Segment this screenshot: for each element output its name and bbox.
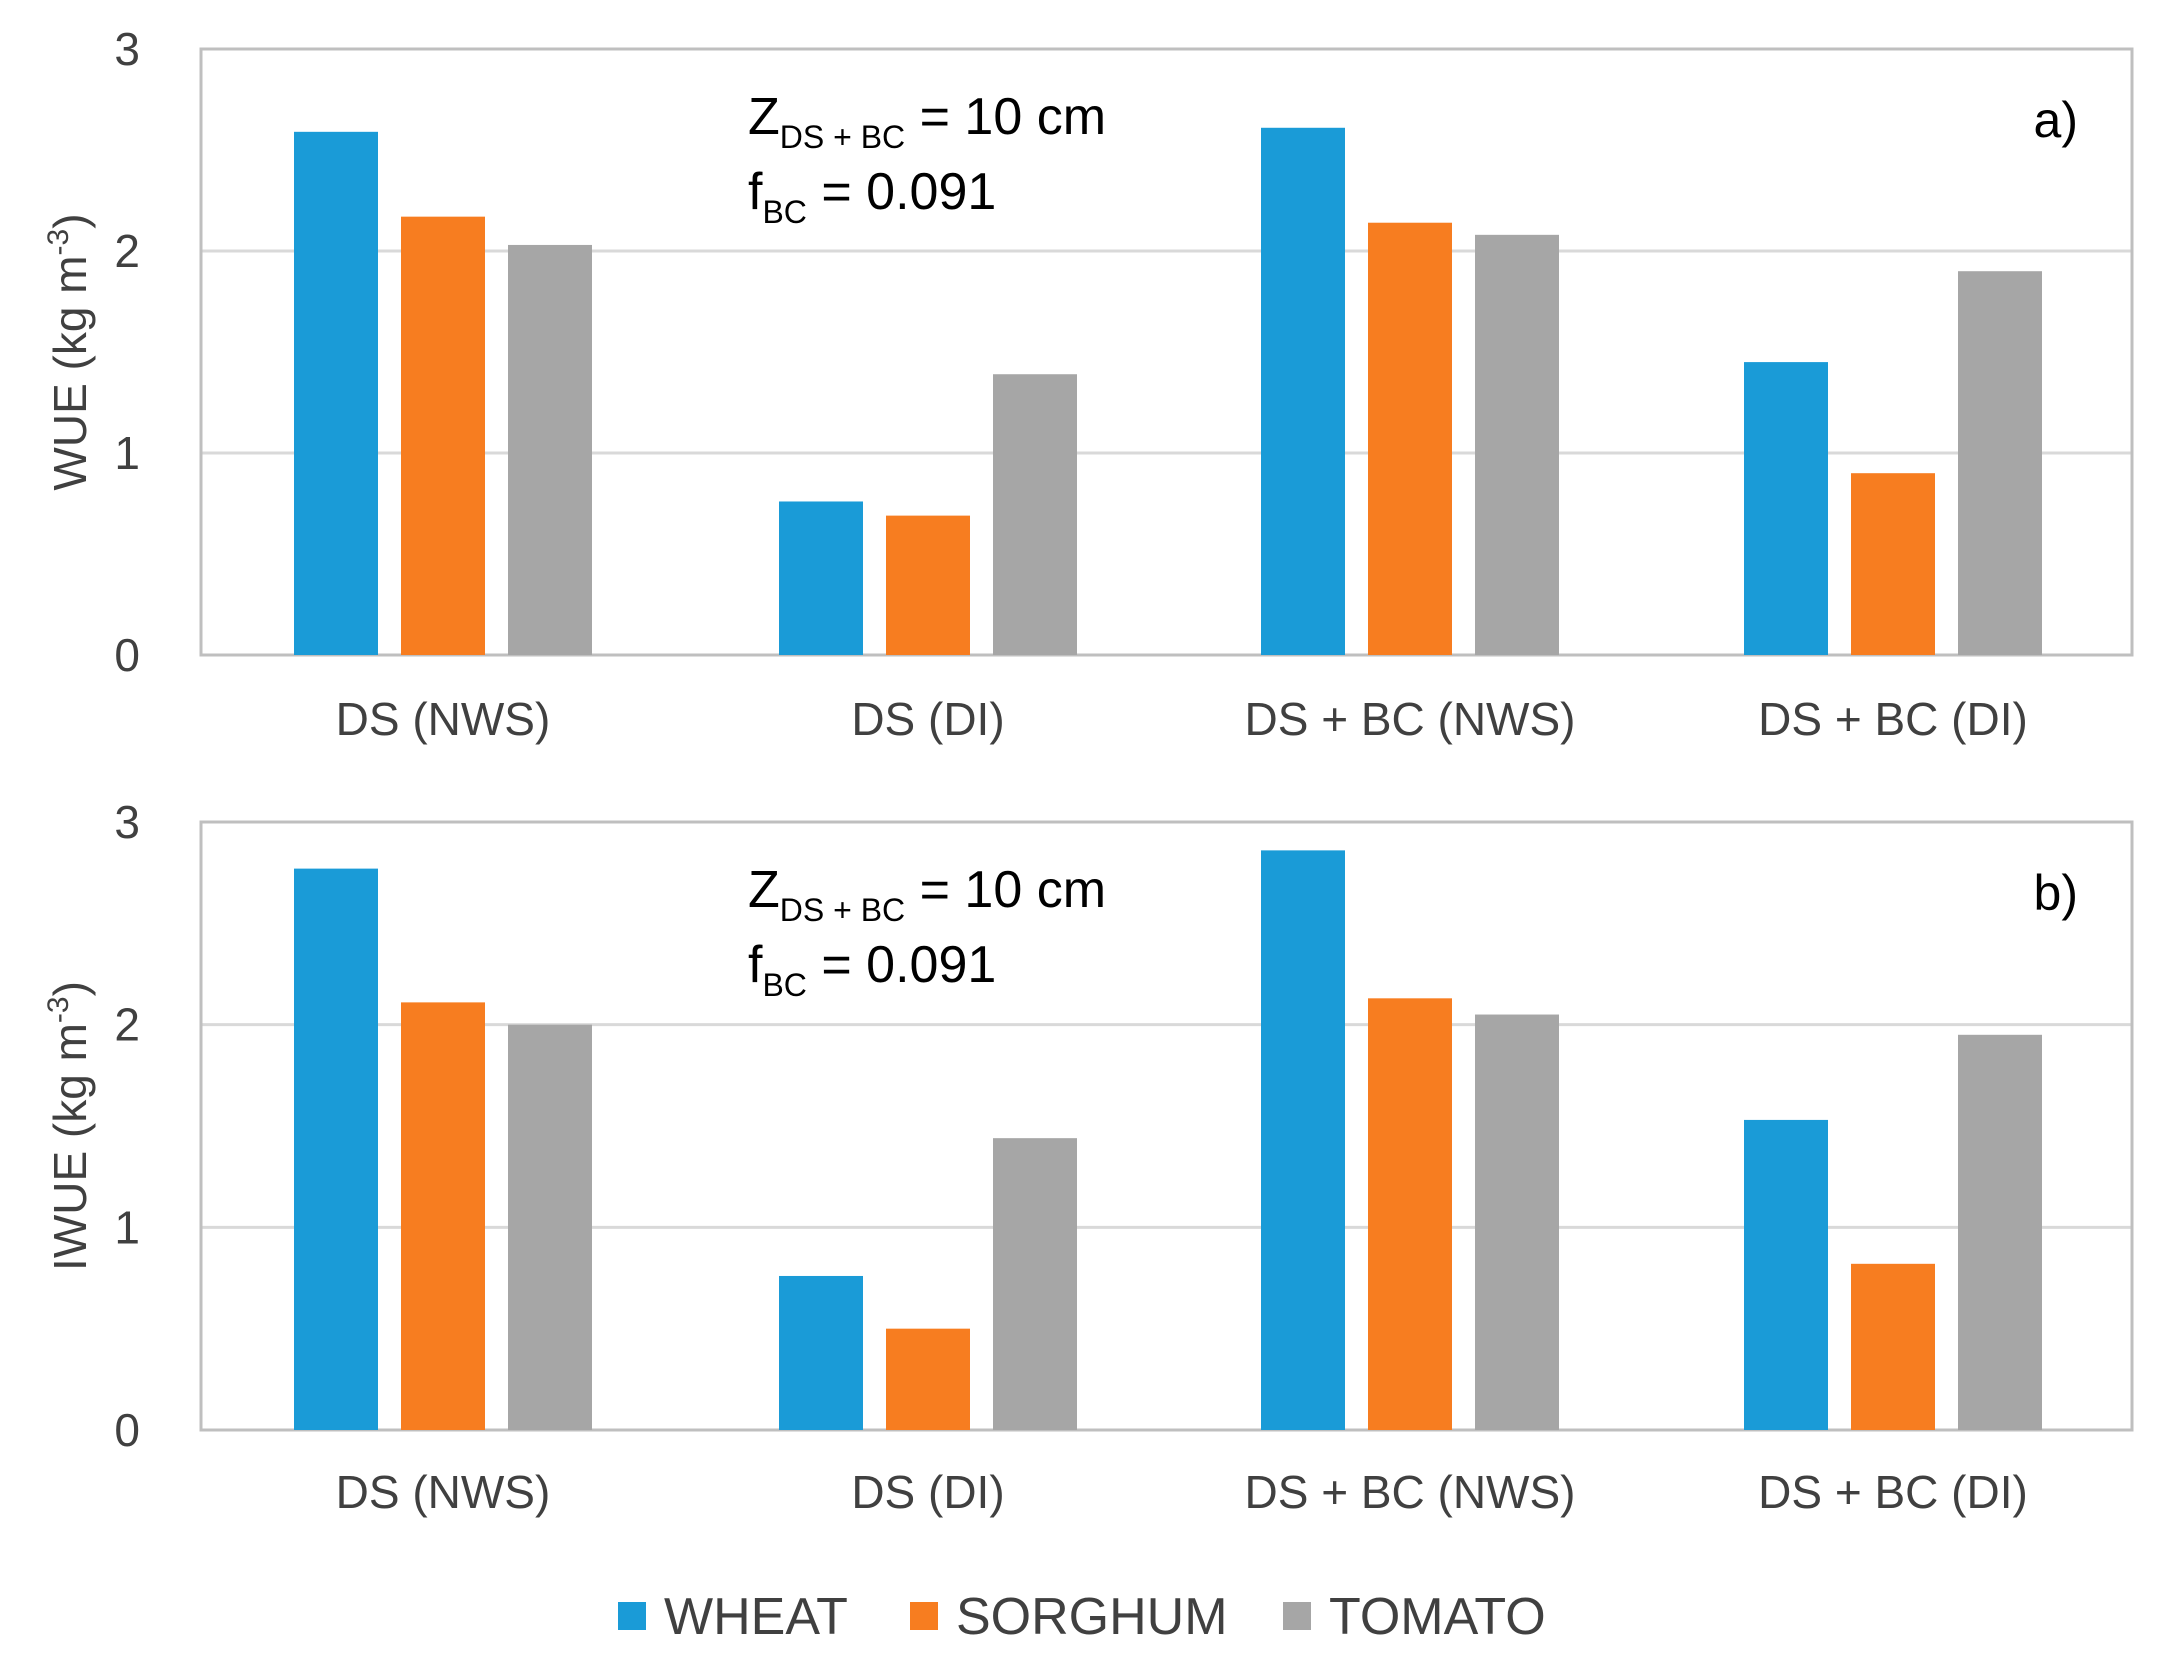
panel-b: 0 1 2 3 DS (NWS) DS (DI) DS + BC (NWS) DS + BC … xyxy=(42,796,2134,1518)
bar-sorghum-ds-nws xyxy=(401,216,485,655)
x-category-label: DS + BC (DI) xyxy=(1758,693,2028,745)
bar-sorghum-ds-bc-di xyxy=(1851,473,1935,655)
bar-wheat-ds-di xyxy=(779,501,863,655)
legend-label-tomato: TOMATO xyxy=(1329,1588,1546,1646)
bar-tomato-ds-nws xyxy=(508,1024,592,1430)
legend-swatch-wheat xyxy=(618,1602,646,1630)
x-category-label: DS + BC (NWS) xyxy=(1245,1466,1576,1518)
y-tick-label: 1 xyxy=(114,1201,140,1253)
bar-wheat-ds-bc-di xyxy=(1744,362,1828,655)
legend-label-sorghum: SORGHUM xyxy=(956,1588,1228,1646)
bar-sorghum-ds-bc-di xyxy=(1851,1263,1935,1430)
panel-a: 0 1 2 3 DS (NWS) DS (DI) DS + BC (NWS) DS + BC … xyxy=(42,23,2134,745)
y-tick-label: 0 xyxy=(114,1404,140,1456)
y-tick-label: 2 xyxy=(114,999,140,1051)
x-category-label: DS (DI) xyxy=(851,693,1004,745)
legend-label-wheat: WHEAT xyxy=(664,1588,848,1646)
bar-wheat-ds-nws xyxy=(294,131,378,655)
panel-label: a) xyxy=(2034,92,2078,148)
bar-tomato-ds-bc-nws xyxy=(1475,234,1559,655)
bar-tomato-ds-bc-di xyxy=(1958,271,2042,655)
y-tick-label: 3 xyxy=(114,23,140,75)
annotation-depth: ZDS + BC = 10 cm xyxy=(748,88,1106,155)
bar-sorghum-ds-nws xyxy=(401,1002,485,1430)
y-tick-label: 3 xyxy=(114,796,140,848)
x-category-label: DS + BC (NWS) xyxy=(1245,693,1576,745)
annotation-fraction: fBC = 0.091 xyxy=(748,163,996,230)
bar-tomato-ds-di xyxy=(993,374,1077,655)
x-category-label: DS + BC (DI) xyxy=(1758,1466,2028,1518)
bar-wheat-ds-nws xyxy=(294,868,378,1430)
bar-wheat-ds-bc-nws xyxy=(1261,127,1345,655)
x-category-label: DS (DI) xyxy=(851,1466,1004,1518)
bar-tomato-ds-bc-nws xyxy=(1475,1014,1559,1430)
bar-tomato-ds-bc-di xyxy=(1958,1034,2042,1430)
legend-swatch-sorghum xyxy=(910,1602,938,1630)
bar-wheat-ds-bc-nws xyxy=(1261,850,1345,1430)
bar-sorghum-ds-di xyxy=(886,515,970,655)
y-axis-label: WUE (kg m-3) xyxy=(42,213,96,490)
plot-frame xyxy=(199,47,2134,657)
legend-swatch-tomato xyxy=(1283,1602,1311,1630)
bar-wheat-ds-bc-di xyxy=(1744,1119,1828,1430)
y-axis-label: IWUE (kg m-3) xyxy=(42,981,96,1271)
bar-sorghum-ds-bc-nws xyxy=(1368,222,1452,655)
x-category-label: DS (NWS) xyxy=(336,693,551,745)
plot-frame xyxy=(199,820,2134,1432)
annotation-fraction: fBC = 0.091 xyxy=(748,936,996,1003)
bar-tomato-ds-nws xyxy=(508,244,592,655)
x-category-label: DS (NWS) xyxy=(336,1466,551,1518)
y-tick-label: 0 xyxy=(114,629,140,681)
bar-tomato-ds-di xyxy=(993,1138,1077,1430)
y-tick-label: 1 xyxy=(114,427,140,479)
legend: WHEAT SORGHUM TOMATO xyxy=(618,1588,1546,1646)
bar-wheat-ds-di xyxy=(779,1275,863,1430)
bar-sorghum-ds-bc-nws xyxy=(1368,998,1452,1430)
panel-label: b) xyxy=(2034,865,2078,921)
y-tick-label: 2 xyxy=(114,225,140,277)
bar-sorghum-ds-di xyxy=(886,1328,970,1430)
annotation-depth: ZDS + BC = 10 cm xyxy=(748,861,1106,928)
